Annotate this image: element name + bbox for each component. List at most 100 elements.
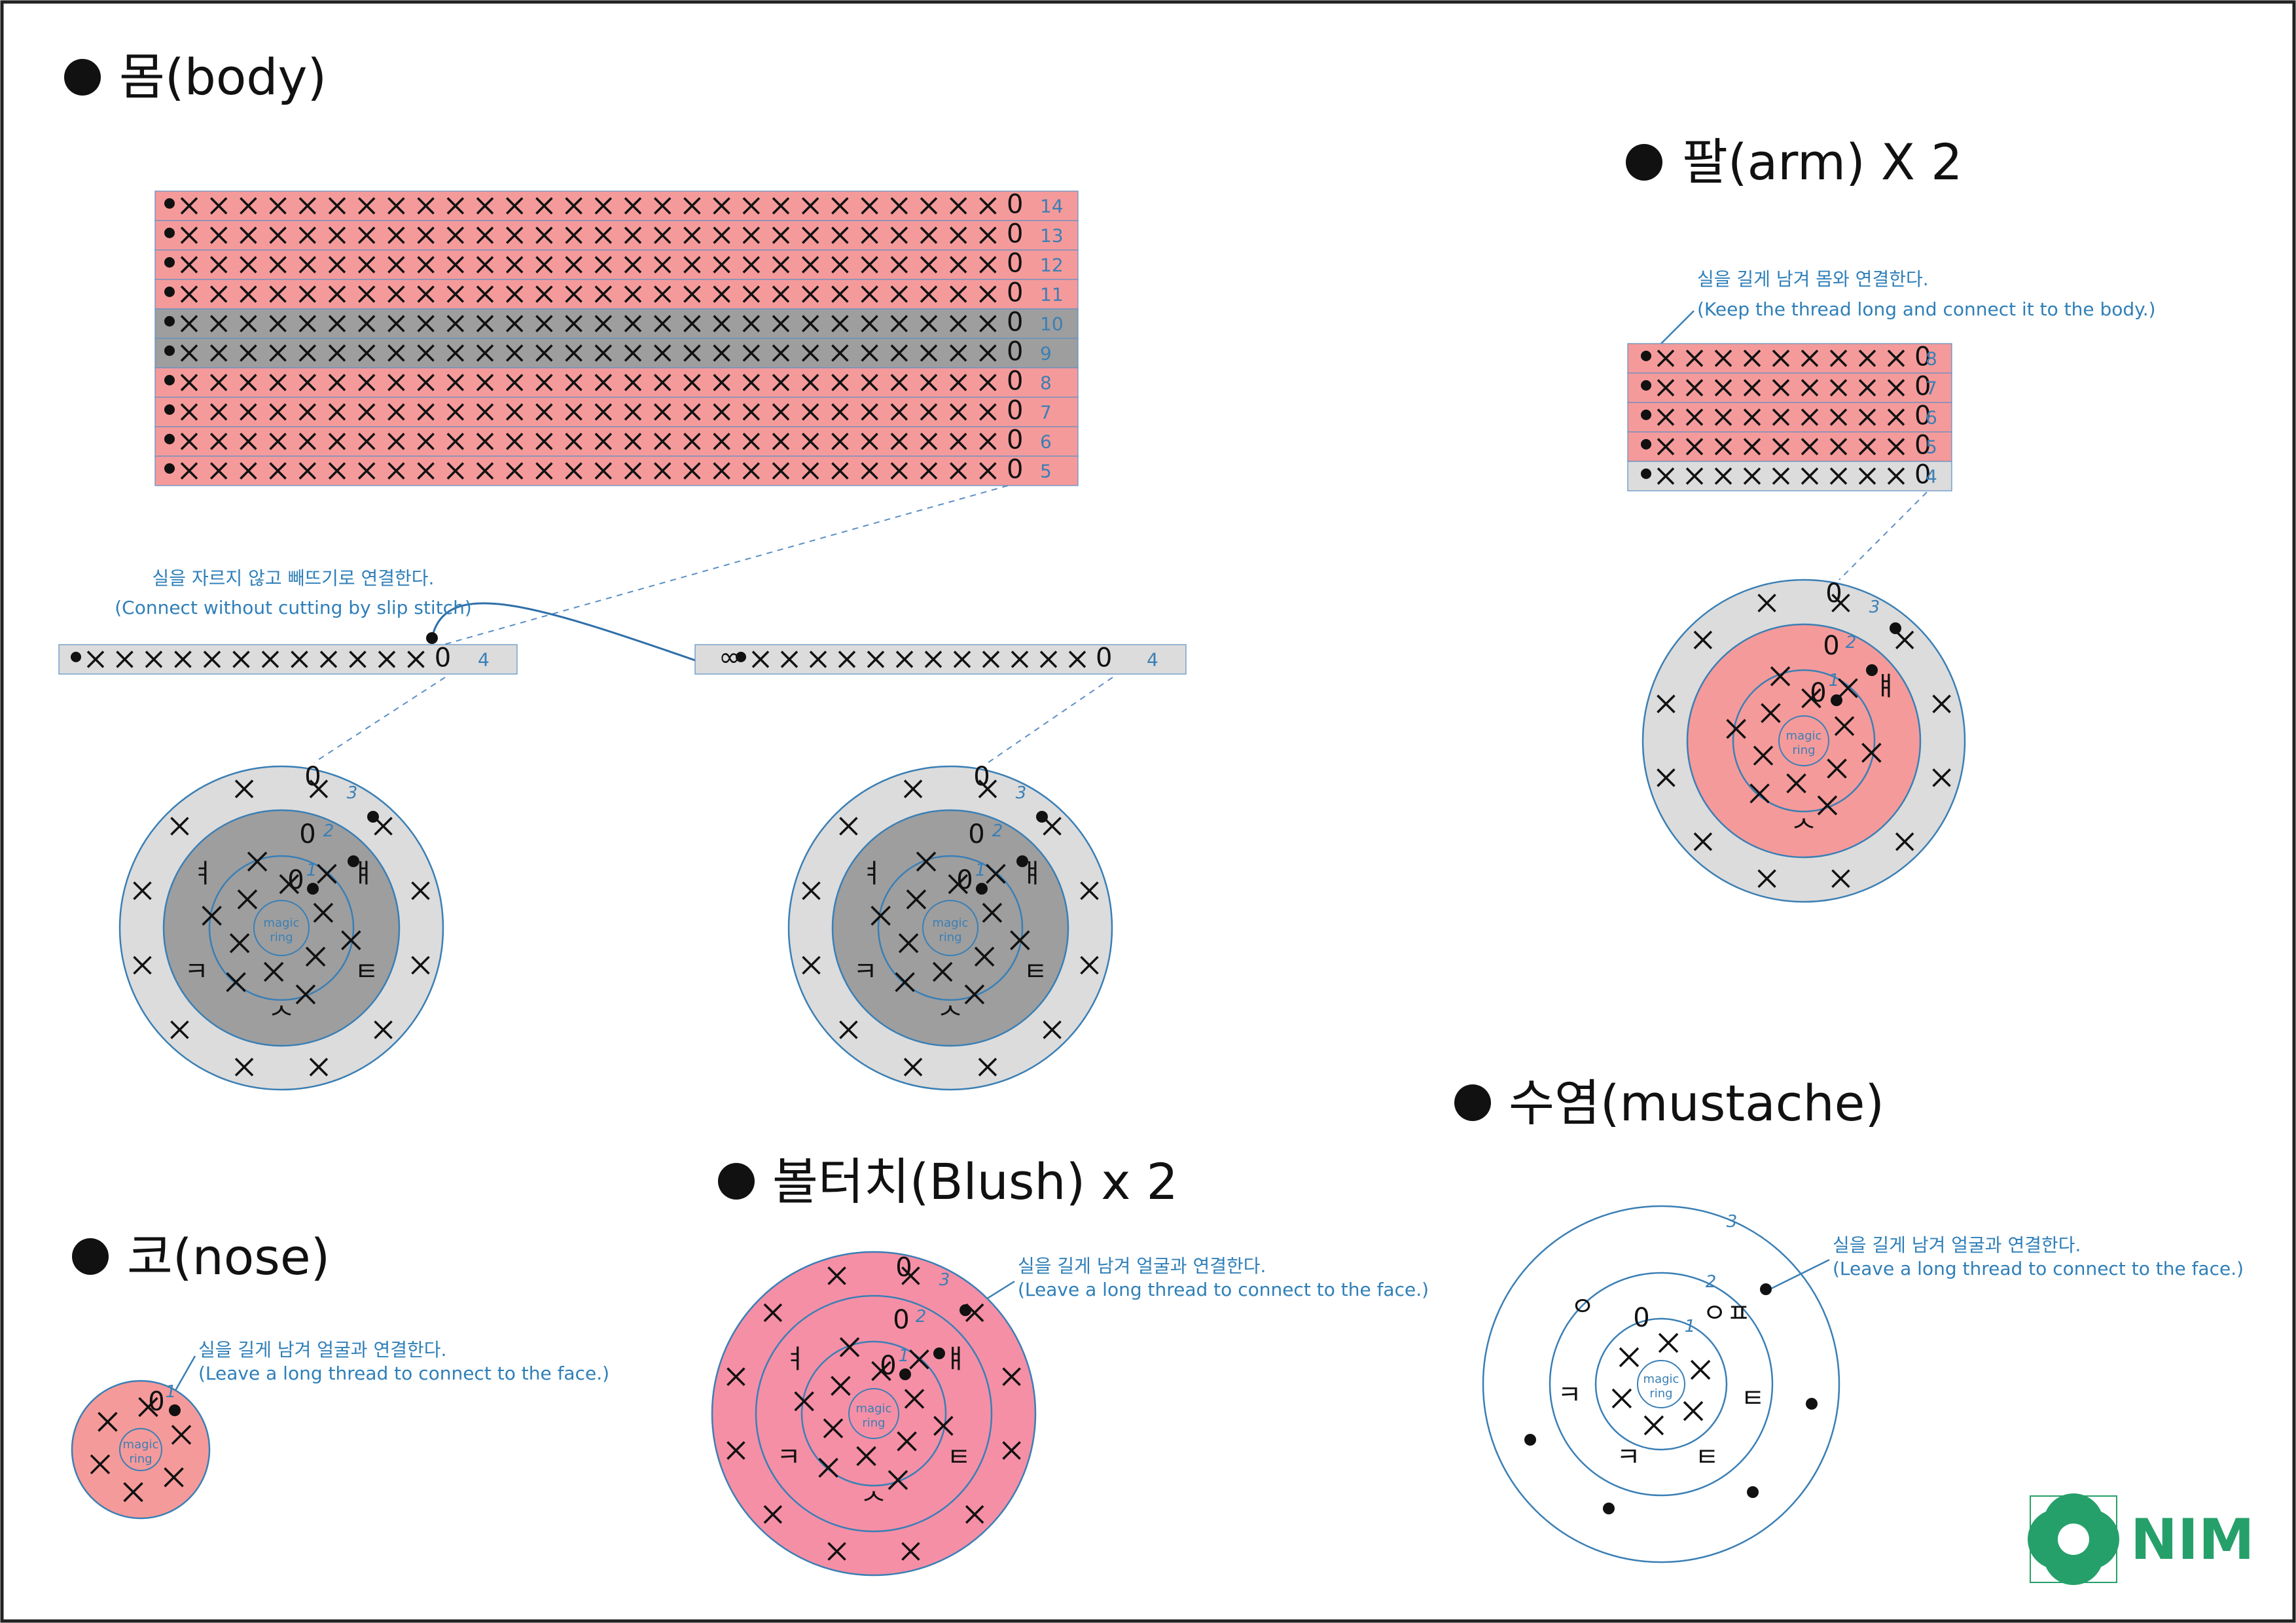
sc-stitch-icon <box>1685 467 1704 485</box>
stroke <box>920 403 938 421</box>
stroke <box>861 433 878 450</box>
stroke <box>387 374 405 391</box>
stroke <box>653 403 672 421</box>
sc-stitch-icon <box>831 285 849 303</box>
stroke <box>505 197 524 215</box>
arm-title: 팔(arm) X 2 <box>1682 133 1962 191</box>
magic-ring <box>848 1388 899 1439</box>
magic-ring <box>119 1428 162 1471</box>
stroke <box>446 315 465 332</box>
sc-stitch-icon <box>240 374 257 391</box>
increase-stitch-icon: ㅒ <box>351 859 376 889</box>
round-ring <box>755 1294 993 1533</box>
flower-logo-icon <box>2028 1493 2119 1585</box>
stroke <box>1772 349 1790 367</box>
row-bg <box>1627 372 1952 403</box>
row-bg <box>1627 461 1952 491</box>
sc-stitch-icon <box>357 462 376 480</box>
increase-stitch-icon: ㅒ <box>1874 671 1898 702</box>
stroke <box>809 651 827 668</box>
sc-stitch-icon <box>772 226 790 244</box>
stroke <box>890 315 908 332</box>
stroke <box>904 1389 925 1409</box>
slip-stitch-dot <box>1524 1434 1536 1446</box>
mustache-note-ko: 실을 길게 남겨 얼굴과 연결한다. <box>1833 1234 2081 1256</box>
stroke <box>949 256 967 274</box>
sc-stitch-icon <box>180 315 198 332</box>
round-number: 3 <box>1727 1212 1738 1232</box>
slip-stitch-dot <box>1760 1283 1772 1295</box>
stroke <box>565 315 583 332</box>
sc-stitch-icon <box>713 462 730 480</box>
sc-stitch-icon <box>1772 467 1790 485</box>
stroke <box>1829 467 1848 485</box>
sc-stitch-icon <box>920 256 938 274</box>
sc-stitch-icon <box>116 651 134 668</box>
stroke <box>1858 408 1876 426</box>
chain-zero: 0 <box>1914 342 1931 372</box>
stroke <box>949 197 967 215</box>
sc-stitch-icon <box>802 881 821 901</box>
stroke <box>742 462 761 480</box>
stroke <box>903 1058 923 1077</box>
sc-stitch-icon <box>86 651 105 668</box>
sc-stitch-icon <box>565 315 583 332</box>
sc-stitch-icon <box>269 226 287 244</box>
stroke <box>209 285 228 303</box>
sc-stitch-icon <box>209 344 228 362</box>
stroke <box>535 374 553 391</box>
sc-stitch-icon <box>594 344 613 362</box>
stroke <box>411 881 430 901</box>
sc-stitch-icon <box>417 433 435 450</box>
stroke <box>417 285 435 303</box>
sc-stitch-icon <box>979 403 997 421</box>
sc-stitch-icon <box>772 433 790 450</box>
sc-stitch-icon <box>624 462 642 480</box>
stroke <box>898 933 919 954</box>
stroke <box>535 256 553 274</box>
chain-zero: 0 <box>968 819 984 849</box>
stroke <box>1887 349 1905 367</box>
stroke <box>801 285 819 303</box>
stroke <box>1829 349 1848 367</box>
magic-ring-label: magic <box>856 1402 892 1416</box>
stroke <box>417 226 435 244</box>
sc-stitch-icon <box>624 256 642 274</box>
sc-stitch-icon <box>328 403 346 421</box>
body-section: 몸(body) 0 140 130 120 110 100 90 80 70 60 5 실을 자르지… <box>58 48 1187 1091</box>
stroke <box>801 197 819 215</box>
sc-stitch-icon <box>505 197 524 215</box>
sc-stitch-icon <box>476 344 494 362</box>
slip-stitch-dot <box>899 1368 911 1380</box>
row-number: 4 <box>1926 465 1937 487</box>
stroke <box>979 256 997 274</box>
stroke <box>535 315 553 332</box>
stroke <box>309 779 329 798</box>
sc-stitch-icon <box>505 285 524 303</box>
stroke <box>861 403 878 421</box>
sc-stitch-icon <box>772 315 790 332</box>
stroke <box>1619 1347 1640 1368</box>
stroke <box>1657 438 1675 455</box>
stroke <box>291 651 308 668</box>
stroke <box>1858 379 1876 397</box>
sc-stitch-icon <box>594 315 613 332</box>
stroke <box>713 285 730 303</box>
stroke <box>653 315 672 332</box>
stroke <box>763 1505 783 1524</box>
stroke <box>897 1431 917 1452</box>
sc-stitch-icon <box>888 1470 908 1490</box>
stroke <box>240 315 257 332</box>
sc-stitch-icon <box>653 403 672 421</box>
stroke <box>319 651 338 668</box>
stroke <box>772 315 790 332</box>
sc-stitch-icon <box>1817 795 1838 815</box>
sc-stitch-icon <box>1801 379 1819 397</box>
stroke <box>742 403 761 421</box>
sc-stitch-icon <box>653 197 672 215</box>
stroke <box>683 344 701 362</box>
stroke <box>1714 349 1732 367</box>
slip-stitch-dot <box>1036 811 1048 823</box>
